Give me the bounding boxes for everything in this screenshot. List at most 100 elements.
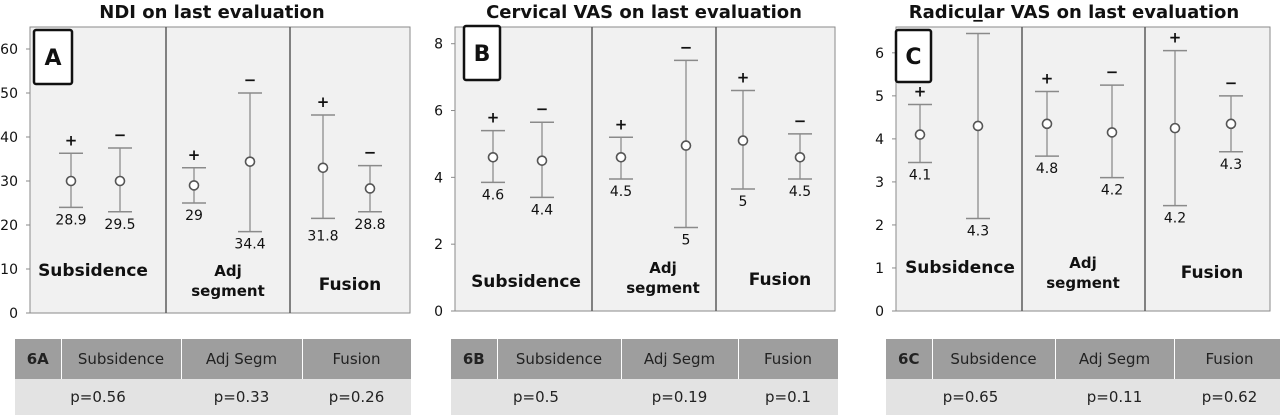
chart-title: Radicular VAS on last evaluation [909, 2, 1239, 23]
panel-letter-box [462, 24, 502, 82]
mean-marker [65, 175, 77, 187]
data-value-label: 5 [682, 232, 691, 248]
data-value-label: 29 [185, 208, 203, 224]
table-header: Adj Segm [621, 339, 739, 379]
pvalue-table-6c: 6C Subsidence Adj Segm Fusion p=0.65 p=0.11 p=… [886, 339, 1280, 415]
p-value-cell: p=0.5 [451, 379, 621, 415]
chart-panel-a: NDI on last evaluation 0 10 20 30 40 50 60 A +28.… [0, 2, 411, 322]
group-sign-label: + [317, 93, 330, 111]
p-value-cell: p=0.19 [621, 379, 738, 415]
panel-letter: C [905, 45, 921, 70]
p-value-cell: p=0.65 [886, 379, 1055, 415]
data-value-label: 4.2 [1101, 183, 1123, 199]
table-header: Subsidence [61, 339, 182, 379]
group-sign-label: − [972, 11, 985, 29]
table-code: 6B [451, 339, 498, 379]
y-tick-label: 0 [875, 304, 884, 320]
y-tick-label: 4 [434, 170, 443, 186]
group-sign-label: + [737, 68, 750, 86]
group-sign-label: + [65, 131, 78, 149]
mean-marker [972, 120, 984, 132]
panel-letter: B [474, 42, 491, 67]
table-header: Subsidence [497, 339, 622, 379]
mean-marker [1225, 118, 1237, 130]
y-tick-label: 2 [875, 218, 884, 234]
data-value-label: 4.3 [1220, 157, 1242, 173]
group-sign-label: − [1225, 74, 1238, 92]
mean-marker [737, 135, 749, 146]
mean-marker [680, 140, 692, 151]
table-header: Subsidence [932, 339, 1056, 379]
group-label: Adj [214, 262, 242, 280]
plot-area [29, 26, 411, 314]
y-tick-label: 10 [0, 262, 18, 278]
p-value-cell: p=0.33 [181, 379, 302, 415]
y-tick-label: 6 [875, 46, 884, 62]
group-label: Fusion [319, 275, 382, 295]
group-sign-label: − [1106, 63, 1119, 81]
group-label: Fusion [1181, 263, 1244, 283]
group-sign-label: − [364, 144, 377, 162]
group-sign-label: − [680, 38, 693, 56]
group-sign-label: + [615, 115, 628, 133]
mean-marker [1169, 122, 1181, 134]
table-header: Adj Segm [181, 339, 303, 379]
table-code: 6C [886, 339, 933, 379]
data-value-label: 31.8 [307, 228, 338, 244]
y-tick-label: 2 [434, 237, 443, 253]
plot-area [454, 26, 836, 312]
chart-title: Cervical VAS on last evaluation [486, 2, 802, 23]
pvalue-table-6b: 6B Subsidence Adj Segm Fusion p=0.5 p=0.19 p=0… [451, 339, 839, 415]
mean-marker [1041, 118, 1053, 130]
group-sign-label: + [1041, 70, 1054, 88]
plot-area [895, 26, 1271, 312]
mean-marker [114, 175, 126, 187]
p-value-cell: p=0.56 [15, 379, 181, 415]
p-value-cell: p=0.11 [1055, 379, 1174, 415]
data-value-label: 4.6 [482, 187, 504, 203]
group-sign-label: − [536, 100, 549, 118]
table-header: Fusion [302, 339, 412, 379]
table-code: 6A [15, 339, 62, 379]
table-header: Fusion [738, 339, 839, 379]
data-value-label: 4.5 [789, 184, 811, 200]
p-value-cell: p=0.1 [738, 379, 838, 415]
chart-panel-c: Radicular VAS on last evaluation 0 1 2 3 4 5 6 C… [875, 2, 1271, 320]
group-label: Adj [1069, 254, 1097, 272]
panel-letter: A [44, 46, 61, 71]
y-tick-label: 0 [9, 306, 18, 322]
y-tick-label: 40 [0, 130, 18, 146]
mean-marker [536, 155, 548, 166]
y-tick-label: 6 [434, 104, 443, 120]
mean-marker [615, 152, 627, 163]
data-value-label: 5 [739, 194, 748, 210]
group-label: segment [1046, 274, 1120, 292]
y-tick-label: 1 [875, 261, 884, 277]
mean-marker [317, 162, 329, 174]
data-value-label: 4.5 [610, 184, 632, 200]
group-label: segment [191, 282, 265, 300]
data-value-label: 4.3 [967, 223, 989, 239]
panel-letter-box [32, 28, 74, 86]
data-value-label: 4.8 [1036, 161, 1058, 177]
group-label: Fusion [749, 270, 812, 290]
y-tick-label: 20 [0, 218, 18, 234]
p-value-cell: p=0.62 [1174, 379, 1280, 415]
group-label: Adj [649, 259, 677, 277]
table-header: Adj Segm [1055, 339, 1175, 379]
data-value-label: 28.9 [55, 212, 86, 228]
mean-marker [364, 183, 376, 194]
chart-title: NDI on last evaluation [99, 2, 325, 23]
y-tick-label: 50 [0, 86, 18, 102]
group-label: Subsidence [38, 261, 148, 281]
group-sign-label: − [244, 71, 257, 89]
group-sign-label: + [188, 146, 201, 164]
table-header: Fusion [1174, 339, 1280, 379]
y-tick-label: 5 [875, 89, 884, 105]
mean-marker [244, 156, 256, 167]
panel-letter-box [894, 28, 933, 84]
y-tick-label: 30 [0, 174, 18, 190]
mean-marker [1106, 127, 1118, 138]
group-label: segment [626, 279, 700, 297]
